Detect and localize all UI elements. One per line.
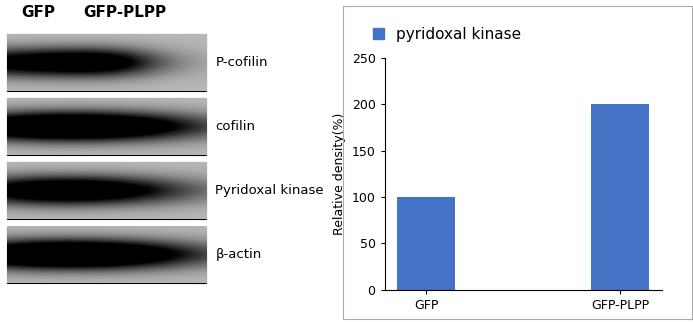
FancyBboxPatch shape [7,163,206,219]
FancyBboxPatch shape [7,34,206,90]
Y-axis label: Relative density(%): Relative density(%) [333,113,346,235]
FancyBboxPatch shape [7,227,206,283]
Text: Pyridoxal kinase: Pyridoxal kinase [216,184,324,197]
Text: GFP: GFP [21,5,55,20]
Text: GFP-PLPP: GFP-PLPP [84,5,166,20]
Bar [591,104,649,290]
FancyBboxPatch shape [7,98,206,155]
Text: P-cofilin: P-cofilin [216,56,267,69]
Text: β-actin: β-actin [216,249,261,261]
Bar [397,197,455,290]
Text: cofilin: cofilin [216,120,255,133]
Legend: pyridoxal kinase: pyridoxal kinase [370,24,524,45]
